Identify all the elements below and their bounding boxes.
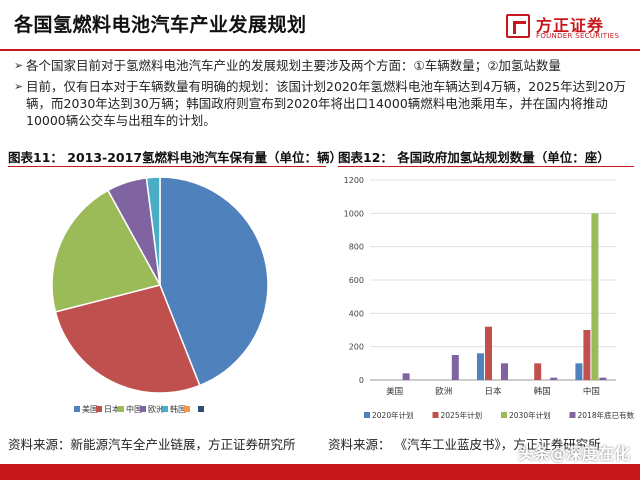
footer-bar (0, 464, 640, 480)
bar-中国-2025年计划 (583, 330, 591, 380)
bar-韩国-2025年计划 (534, 363, 542, 380)
pie-legend-label: 日本 (104, 404, 120, 414)
bar-韩国-2018年底已有数量 (550, 377, 558, 380)
x-tick-label: 中国 (583, 386, 600, 397)
bar-legend-label: 2030年计划 (509, 410, 551, 420)
bar-欧洲-2018年底已有数量 (451, 355, 459, 380)
bar-美国-2018年底已有数量 (402, 373, 410, 380)
pie-legend-swatch (74, 406, 80, 412)
pie-chart: 美国 日本 中国 欧洲 韩国 (51, 176, 269, 414)
arrow-bullet-icon: ➢ (14, 59, 24, 72)
pie-legend-swatch (184, 406, 190, 412)
founder-logo-icon (506, 14, 530, 38)
bullet-item: ➢ 各个国家目前对于氢燃料电池汽车产业的发展规划主要涉及两个方面：①车辆数量；②… (14, 57, 629, 74)
bar-日本-2020年计划 (477, 353, 484, 380)
y-tick-label: 800 (349, 243, 364, 252)
chart-12-source: 资料来源： 《汽车工业蓝皮书》，方正证券研究所 (328, 437, 601, 452)
bar-日本-2025年计划 (485, 326, 492, 380)
pie-legend-swatch (96, 406, 102, 412)
chart-12-title: 图表12： 各国政府加氢站规划数量（单位：座） (338, 150, 610, 165)
bullet-text: 目前，仅有日本对于车辆数量有明确的规划：该国计划2020年氢燃料电池车辆达到4万… (26, 79, 626, 128)
bar-chart: 0 200 400 600 800 1000 1200 美国 欧洲 日本 韩国 中国 2020年计划… (344, 176, 635, 420)
y-tick-label: 400 (349, 309, 364, 318)
pie-legend-label: 韩国 (170, 404, 186, 414)
header: 各国氢燃料电池汽车产业发展规划 方正证券 FOUNDER SECURITIES (0, 0, 640, 51)
bar-中国-2030年计划 (591, 213, 599, 380)
bar-legend-swatch (501, 412, 507, 418)
bullet-list: ➢ 各个国家目前对于氢燃料电池汽车产业的发展规划主要涉及两个方面：①车辆数量；②… (14, 57, 629, 133)
pie-slice-日本 (54, 284, 201, 394)
y-tick-label: 1200 (344, 176, 364, 185)
pie-slice-美国 (159, 176, 269, 387)
chart-11-title-rule (8, 166, 326, 167)
pie-slice-韩国 (145, 176, 161, 286)
x-tick-label: 日本 (484, 386, 502, 397)
bar-legend-swatch (364, 412, 370, 418)
pie-legend-swatch (118, 406, 124, 412)
y-tick-label: 600 (349, 276, 364, 285)
bullet-item: ➢ 目前，仅有日本对于车辆数量有明确的规划：该国计划2020年氢燃料电池车辆达到… (14, 78, 629, 129)
bar-日本-2018年底已有数量 (501, 363, 508, 380)
logo-text-cn: 方正证券 (536, 16, 605, 35)
bar-legend-label: 2020年计划 (372, 410, 414, 420)
chart-11-title: 图表11： 2013-2017氢燃料电池汽车保有量（单位：辆） (8, 150, 343, 165)
bar-中国-2020年计划 (575, 363, 583, 380)
header-divider (0, 49, 640, 51)
bullet-text: 各个国家目前对于氢燃料电池汽车产业的发展规划主要涉及两个方面：①车辆数量；②加氢… (26, 58, 561, 73)
pie-legend-label: 美国 (82, 404, 98, 414)
pie-legend-label: 欧洲 (148, 404, 164, 414)
bar-legend-swatch (569, 412, 576, 418)
watermark: 头条@深度在化 (517, 444, 630, 463)
x-tick-label: 欧洲 (435, 386, 452, 397)
bar-legend-label: 2025年计划 (441, 410, 483, 420)
y-tick-label: 0 (359, 376, 364, 385)
arrow-bullet-icon: ➢ (14, 80, 24, 93)
y-tick-label: 200 (349, 343, 364, 352)
pie-legend-swatch (198, 406, 204, 412)
chart-12-title-rule (338, 166, 634, 167)
pie-slice-中国 (51, 189, 162, 313)
company-logo: 方正证券 FOUNDER SECURITIES (506, 12, 626, 44)
y-tick-label: 1000 (344, 209, 364, 218)
pie-legend-swatch (162, 406, 168, 412)
pie-legend-label: 中国 (126, 404, 142, 414)
x-tick-label: 美国 (386, 386, 403, 397)
bar-中国-2018年底已有数量 (599, 377, 607, 380)
bar-legend-label: 2018年底已有数量 (578, 410, 635, 420)
chart-11-source: 资料来源：新能源汽车全产业链展，方正证券研究所 (8, 437, 296, 452)
bar-legend-swatch (432, 412, 439, 418)
x-tick-label: 韩国 (534, 386, 551, 397)
logo-text-en: FOUNDER SECURITIES (536, 32, 620, 40)
page-title: 各国氢燃料电池汽车产业发展规划 (14, 14, 307, 36)
pie-legend-swatch (140, 406, 146, 412)
